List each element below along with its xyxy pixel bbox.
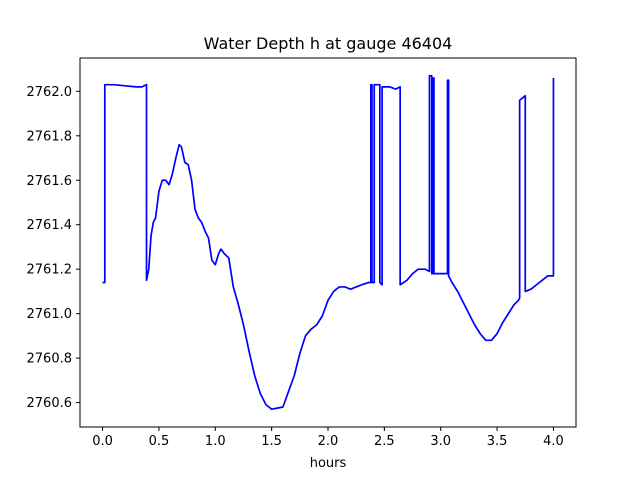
y-tick-label: 2760.6 xyxy=(27,396,73,411)
y-tick-label: 2761.8 xyxy=(27,129,73,144)
x-tick-label: 4.0 xyxy=(543,434,564,449)
x-tick-label: 2.0 xyxy=(318,434,339,449)
y-axis: 2760.6 2760.8 2761.0 2761.2 2761.4 2761.6 2761… xyxy=(27,85,80,411)
y-tick-label: 2761.0 xyxy=(27,307,73,322)
chart-title: Water Depth h at gauge 46404 xyxy=(204,34,453,53)
x-tick-label: 3.5 xyxy=(487,434,508,449)
x-tick-label: 0.5 xyxy=(149,434,170,449)
x-tick-label: 3.0 xyxy=(430,434,451,449)
x-tick-label: 1.0 xyxy=(205,434,226,449)
y-tick-label: 2761.4 xyxy=(27,218,73,233)
x-axis-label: hours xyxy=(310,456,347,471)
x-tick-label: 0.0 xyxy=(92,434,113,449)
y-tick-label: 2761.6 xyxy=(27,174,73,189)
y-tick-label: 2762.0 xyxy=(27,85,73,100)
y-tick-label: 2760.8 xyxy=(27,352,73,367)
series-line xyxy=(102,74,555,411)
x-axis: 0.0 0.5 1.0 1.5 2.0 2.5 3.0 3.5 4.0 xyxy=(92,427,564,449)
x-tick-label: 1.5 xyxy=(261,434,282,449)
y-tick-label: 2761.2 xyxy=(27,263,73,278)
x-tick-label: 2.5 xyxy=(374,434,395,449)
